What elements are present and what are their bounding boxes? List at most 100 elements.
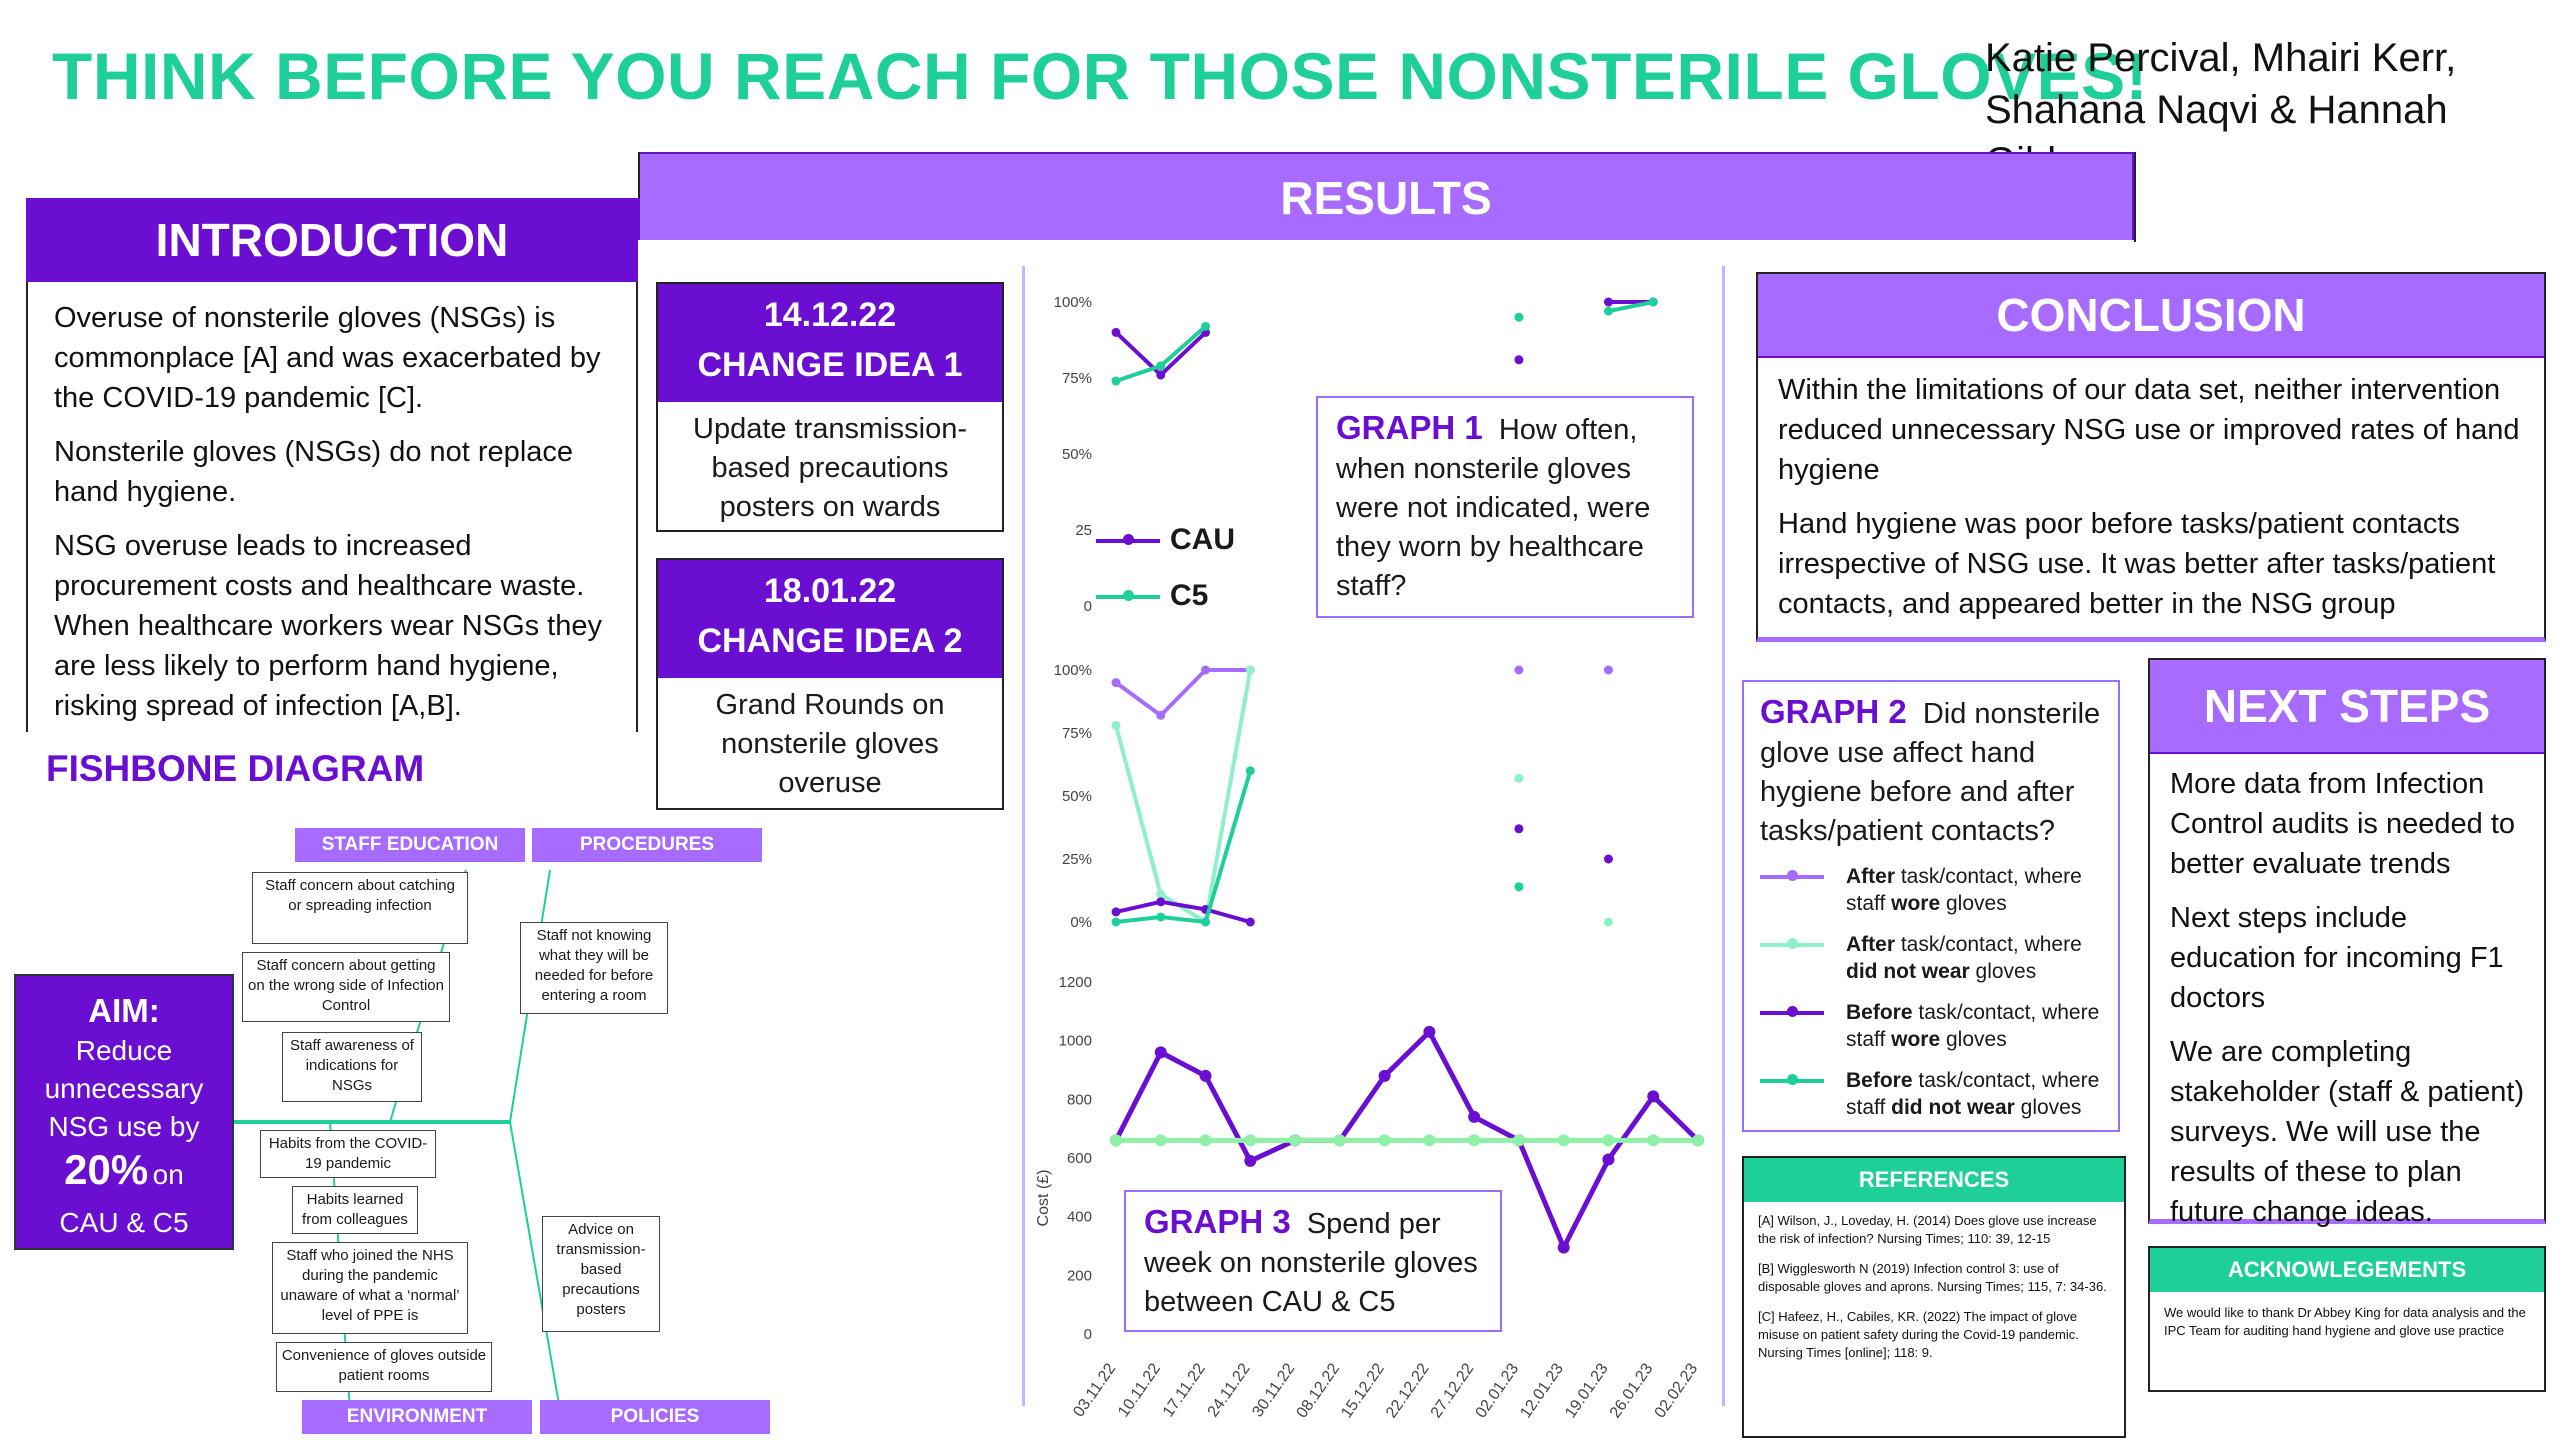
change-idea-1-title: CHANGE IDEA 1 bbox=[697, 346, 963, 384]
aim-units: CAU & C5 bbox=[59, 1207, 189, 1238]
change-idea-1-text: Update transmission-based precautions po… bbox=[693, 413, 967, 523]
data-point bbox=[1111, 907, 1121, 917]
data-point bbox=[1557, 1134, 1570, 1147]
results-divider-right bbox=[1722, 266, 1725, 1406]
data-point bbox=[1156, 361, 1166, 371]
fishbone-category-policies: POLICIES bbox=[540, 1400, 770, 1434]
data-point bbox=[1603, 665, 1613, 675]
y-tick-label: 25 bbox=[1075, 522, 1092, 539]
series-line-segment bbox=[1203, 1073, 1253, 1164]
series-line-segment bbox=[1203, 768, 1253, 924]
conclusion-paragraph-2: Hand hygiene was poor before tasks/patie… bbox=[1778, 508, 2496, 620]
graph3-text-2: week on nonsterile gloves between CAU & … bbox=[1144, 1247, 1478, 1318]
graph2-legend-item: Before task/contact, where staff wore gl… bbox=[1760, 999, 2102, 1053]
graph2-legend-item: After task/contact, where staff wore glo… bbox=[1760, 863, 2102, 917]
x-tick-label: 30.11.22 bbox=[1249, 1360, 1298, 1420]
data-point bbox=[1201, 917, 1211, 927]
series-line-segment bbox=[1113, 1049, 1164, 1143]
legend-text-part: task/contact, where bbox=[1895, 933, 2082, 956]
data-point bbox=[1111, 327, 1121, 337]
data-point bbox=[1156, 889, 1166, 899]
y-tick-label: 75% bbox=[1062, 725, 1092, 742]
y-tick-label: 50% bbox=[1062, 788, 1092, 805]
fishbone-heading: FISHBONE DIAGRAM bbox=[46, 748, 425, 789]
x-tick-label: 08.12.22 bbox=[1293, 1360, 1343, 1421]
aim-line-1: Reduce bbox=[75, 1035, 173, 1066]
series-line-segment bbox=[1247, 1137, 1298, 1164]
graph1-label: GRAPH 1 bbox=[1336, 409, 1483, 446]
fishbone-cause: Staff concern about getting on the wrong… bbox=[242, 952, 450, 1022]
legend-text-part: task/contact, where staff bbox=[1846, 865, 2082, 915]
data-point bbox=[1514, 312, 1524, 322]
y-tick-label: 0% bbox=[1070, 914, 1092, 931]
fishbone-cause: Convenience of gloves outside patient ro… bbox=[276, 1342, 492, 1392]
graph3-card: GRAPH 3 Spend per week on nonsterile glo… bbox=[1124, 1190, 1502, 1332]
fishbone-cause: Habits from the COVID-19 pandemic bbox=[260, 1130, 436, 1178]
acknowledgements-heading: ACKNOWLEGEMENTS bbox=[2150, 1248, 2544, 1292]
y-tick-label: 25% bbox=[1062, 851, 1092, 868]
x-tick-label: 12.01.23 bbox=[1517, 1360, 1567, 1421]
data-point bbox=[1378, 1134, 1391, 1147]
graph2-legend-item: Before task/contact, where staff did not… bbox=[1760, 1067, 2102, 1121]
data-point bbox=[1647, 1134, 1660, 1147]
x-tick-label: 19.01.23 bbox=[1562, 1360, 1612, 1421]
x-tick-label: 27.12.22 bbox=[1428, 1360, 1478, 1421]
x-tick-label: 22.12.22 bbox=[1383, 1360, 1433, 1421]
x-tick-label: 10.11.22 bbox=[1115, 1360, 1164, 1420]
data-point bbox=[1245, 917, 1255, 927]
poster-title: THINK BEFORE YOU REACH FOR THOSE NONSTER… bbox=[52, 39, 2149, 113]
data-point bbox=[1244, 1154, 1257, 1167]
data-point bbox=[1201, 665, 1211, 675]
series-line-segment bbox=[1114, 914, 1163, 924]
results-divider-left bbox=[1022, 266, 1025, 1406]
data-point bbox=[1692, 1134, 1704, 1147]
fishbone-cause: Staff concern about catching or spreadin… bbox=[252, 872, 468, 944]
data-point bbox=[1557, 1241, 1570, 1254]
data-point bbox=[1245, 665, 1255, 675]
graph3-label: GRAPH 3 bbox=[1144, 1203, 1291, 1240]
y-tick-label: 1000 bbox=[1059, 1033, 1092, 1050]
data-point bbox=[1378, 1069, 1391, 1082]
fishbone-diagram: STAFF EDUCATION PROCEDURES ENVIRONMENT P… bbox=[230, 820, 780, 1440]
next-steps-paragraph-3: We are completing stakeholder (staff & p… bbox=[2170, 1036, 2525, 1228]
data-point bbox=[1111, 678, 1121, 688]
next-steps-box: NEXT STEPS More data from Infection Cont… bbox=[2148, 658, 2546, 1228]
y-tick-label: 200 bbox=[1067, 1267, 1092, 1284]
change-idea-2-title: CHANGE IDEA 2 bbox=[697, 622, 963, 660]
y-tick-label: 800 bbox=[1067, 1091, 1092, 1108]
series-line-segment bbox=[1114, 680, 1163, 718]
authors: Katie Percival, Mhairi Kerr, Shahana Naq… bbox=[1985, 32, 2560, 188]
fishbone-category-staff-education: STAFF EDUCATION bbox=[295, 828, 525, 862]
aim-line-3: NSG use by bbox=[48, 1111, 200, 1142]
next-steps-body: More data from Infection Control audits … bbox=[2150, 754, 2544, 1232]
data-point bbox=[1514, 882, 1524, 892]
series-line-segment bbox=[1561, 1156, 1611, 1250]
data-point bbox=[1110, 1134, 1122, 1147]
y-tick-label: 100% bbox=[1054, 662, 1092, 679]
legend-text-part: task/contact, where staff bbox=[1846, 1001, 2100, 1051]
data-point bbox=[1154, 1134, 1167, 1147]
data-point bbox=[1512, 1134, 1525, 1147]
references-box: REFERENCES [A] Wilson, J., Loveday, H. (… bbox=[1742, 1156, 2126, 1438]
reference-a: [A] Wilson, J., Loveday, H. (2014) Does … bbox=[1758, 1213, 2097, 1246]
legend-swatch bbox=[1760, 870, 1824, 881]
series-line-segment bbox=[1158, 330, 1208, 377]
data-point bbox=[1602, 1134, 1615, 1147]
reference-b: [B] Wigglesworth N (2019) Infection cont… bbox=[1758, 1261, 2107, 1294]
series-line-segment bbox=[1516, 1137, 1567, 1250]
series-line-segment bbox=[1606, 300, 1656, 314]
change-idea-2-text: Grand Rounds on nonsterile gloves overus… bbox=[715, 689, 945, 799]
data-point bbox=[1156, 370, 1166, 380]
data-point bbox=[1603, 297, 1613, 307]
fishbone-category-procedures: PROCEDURES bbox=[532, 828, 762, 862]
conclusion-box: CONCLUSION Within the limitations of our… bbox=[1756, 272, 2546, 642]
y-axis-label: Cost (£) bbox=[1035, 1170, 1052, 1227]
legend-swatch bbox=[1760, 1006, 1824, 1017]
graph2-label: GRAPH 2 bbox=[1760, 693, 1907, 730]
conclusion-paragraph-1: Within the limitations of our data set, … bbox=[1778, 374, 2520, 486]
data-point bbox=[1514, 355, 1524, 365]
legend-text-part: gloves bbox=[1940, 1028, 2007, 1051]
legend-text: Before task/contact, where staff did not… bbox=[1846, 1067, 2102, 1121]
series-line-segment bbox=[1382, 1029, 1432, 1079]
references-heading: REFERENCES bbox=[1744, 1158, 2124, 1202]
